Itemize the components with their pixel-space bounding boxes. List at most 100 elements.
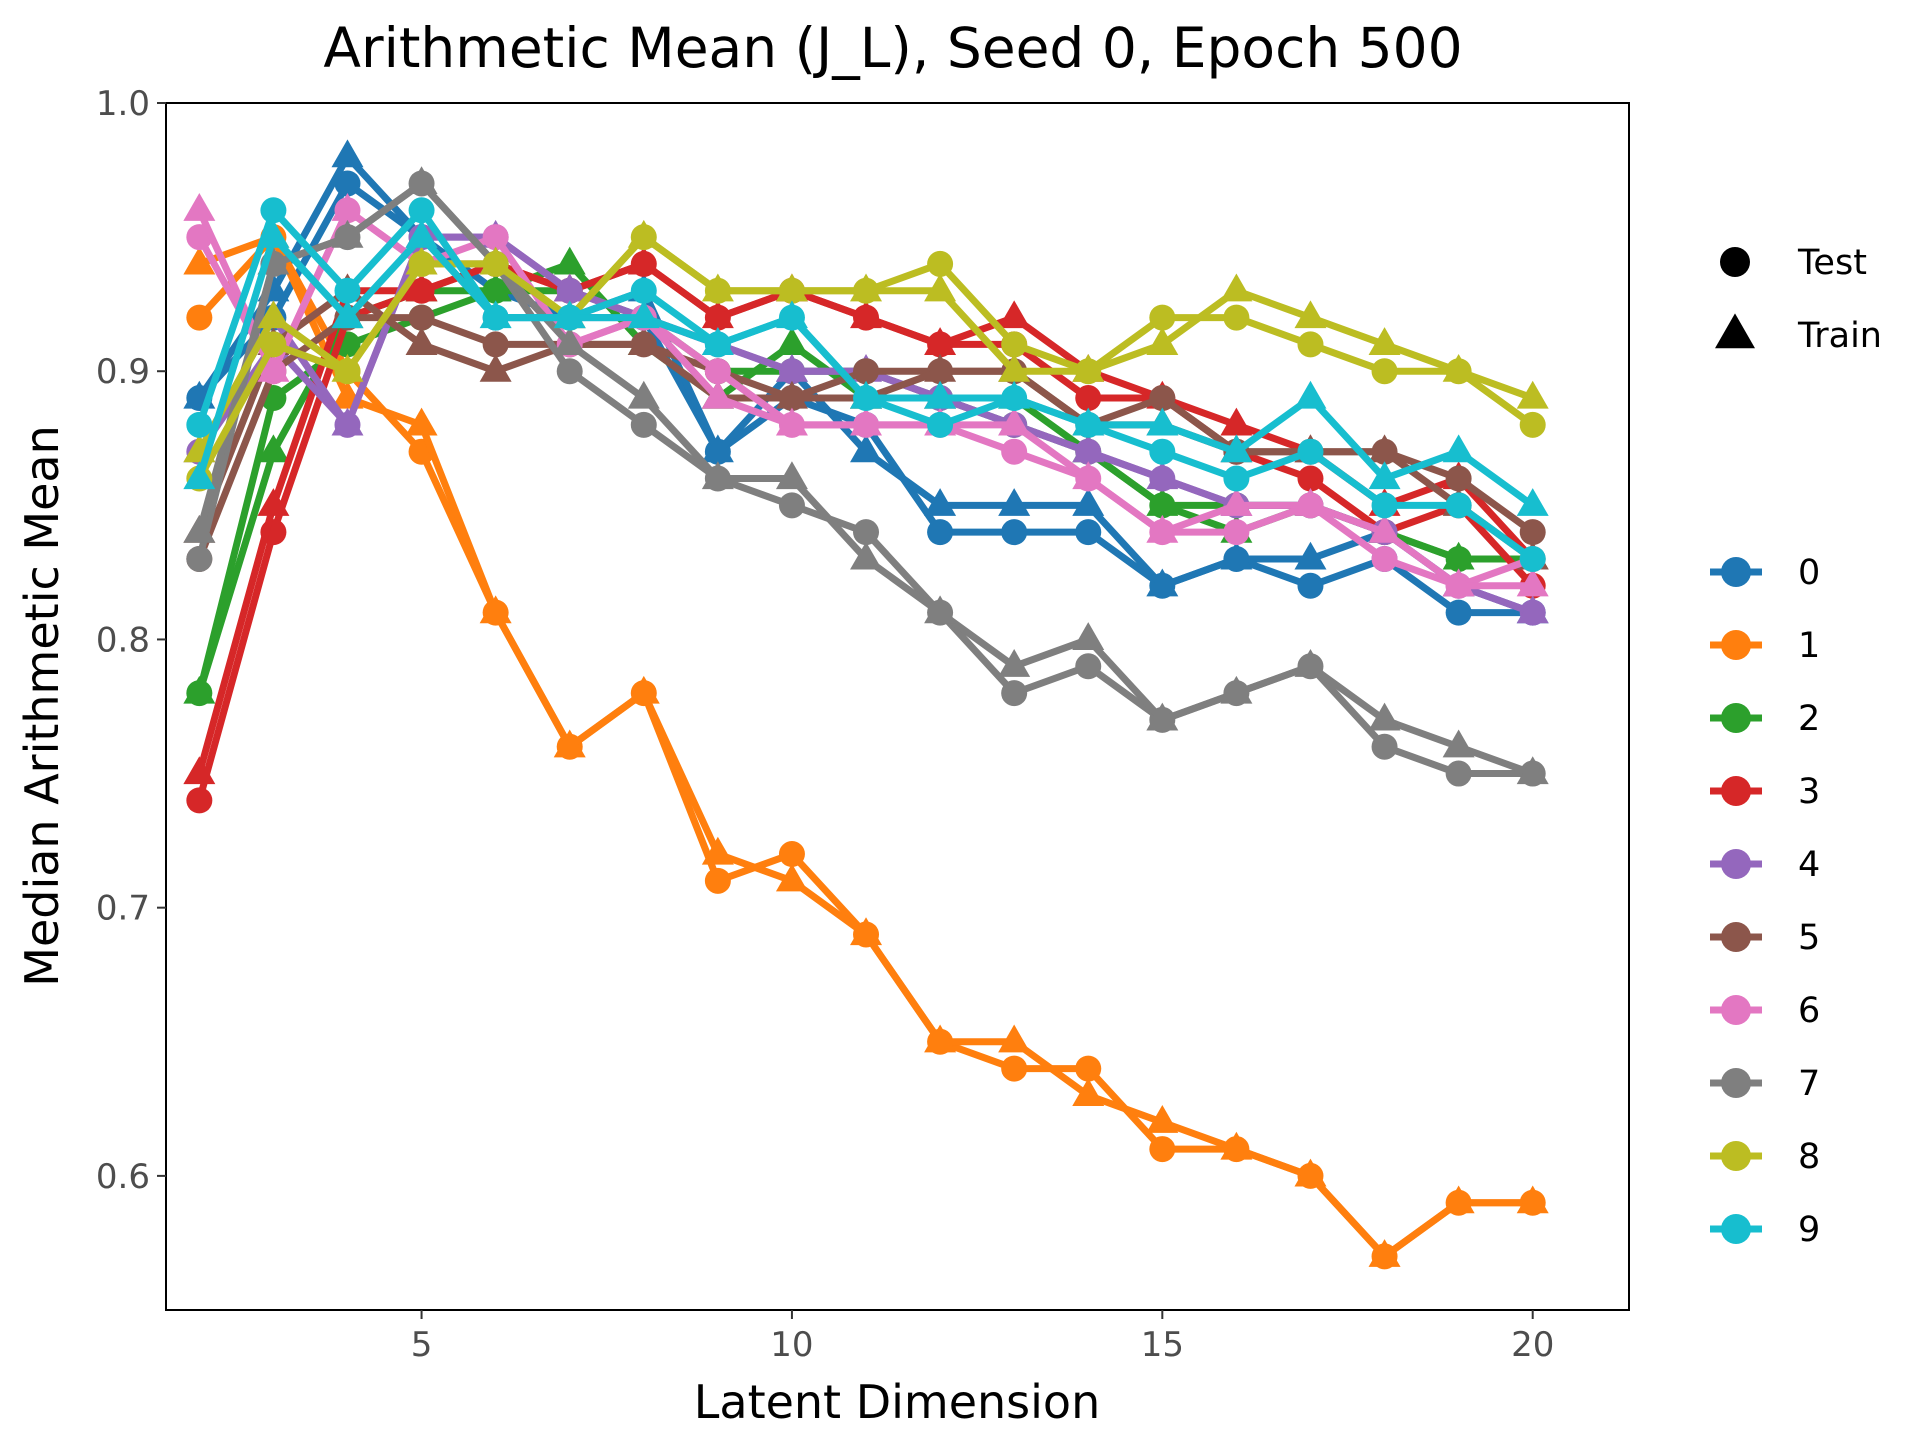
series-7-train-point — [1442, 729, 1475, 758]
x-axis-label: Latent Dimension — [694, 1375, 1100, 1429]
series-0-train-point — [850, 434, 883, 463]
series-8-test-point — [1001, 331, 1028, 358]
y-tick-label: 0.8 — [96, 620, 150, 660]
series-0-train-point — [1146, 568, 1179, 597]
legend-key-1-label: 1 — [1798, 626, 1820, 666]
series-6-train-point — [183, 193, 216, 221]
series-6-train-point — [998, 407, 1031, 436]
series-1-test-point — [1001, 1055, 1028, 1082]
series-1-train-point — [405, 407, 438, 436]
series-8-test-point — [260, 331, 287, 358]
series-3-test-point — [1297, 465, 1324, 492]
series-3-train-point — [627, 246, 660, 275]
series-7-test-point — [556, 358, 583, 385]
y-tick-label: 0.7 — [96, 889, 150, 929]
series-8-train-point — [331, 353, 364, 382]
y-axis: 0.6 0.7 0.8 0.9 1.0 — [96, 84, 166, 1197]
y-axis-label: Median Arithmetic Mean — [15, 425, 69, 986]
series-5-test-point — [1519, 519, 1546, 546]
x-tick-label: 20 — [1511, 1325, 1554, 1365]
series-1-train-point — [924, 1024, 957, 1053]
legend-key-5-marker — [1721, 922, 1751, 952]
x-tick-label: 10 — [770, 1325, 813, 1365]
series-8-train-point — [850, 273, 883, 302]
series-6-train-point — [1294, 488, 1327, 516]
series-9-test-point — [1445, 492, 1472, 519]
series-1-test-point — [186, 304, 213, 331]
legend-key-3-label: 3 — [1798, 772, 1820, 812]
series-7-train-point — [331, 219, 364, 248]
series-6-train-point — [1442, 568, 1475, 597]
series-6-train-point — [1072, 461, 1105, 490]
legend-color: 0 1 2 3 4 5 6 7 8 9 — [1710, 553, 1820, 1250]
series-5-train-point — [775, 380, 808, 409]
series-0-test-point — [1075, 519, 1102, 546]
series-3-test-point — [1075, 385, 1102, 412]
series-9-test-point — [1297, 438, 1324, 465]
y-tick-label: 1.0 — [96, 84, 150, 124]
series-9-train-point — [998, 380, 1031, 409]
x-tick-label: 15 — [1141, 1325, 1184, 1365]
series-8-train-point — [1368, 327, 1401, 355]
series-5-test-point — [1445, 465, 1472, 492]
legend-shape: Test Train — [1715, 243, 1882, 356]
series-9-test-point — [408, 197, 435, 224]
series-2-train-point — [257, 434, 290, 463]
series-6-test-point — [1371, 545, 1398, 572]
legend-test-label: Test — [1797, 243, 1867, 283]
series-8-train-point — [479, 246, 512, 275]
series-8-train-point — [1516, 380, 1549, 409]
y-tick-label: 0.6 — [96, 1157, 150, 1197]
legend-key-4-marker — [1721, 849, 1751, 879]
series-6-train-point — [1368, 514, 1401, 543]
series-9-train-point — [701, 327, 734, 355]
series-7-train-point — [850, 541, 883, 570]
series-1-test-point — [778, 841, 805, 868]
series-7-train-point — [1072, 622, 1105, 651]
series-9-train-point — [1368, 461, 1401, 490]
series-2-train-point — [479, 273, 512, 302]
series-8 — [183, 219, 1549, 492]
series-8-test-point — [927, 250, 954, 277]
series-7-train-point — [1516, 756, 1549, 785]
series-1-train-point — [479, 595, 512, 624]
series-7-train-point — [1368, 702, 1401, 731]
series-0-train-point — [1072, 488, 1105, 516]
series-9-test-point — [186, 411, 213, 438]
series-2-train-point — [183, 675, 216, 704]
series-7-train-point — [998, 649, 1031, 677]
series-2-train-point — [553, 246, 586, 275]
legend-key-9-marker — [1721, 1214, 1751, 1244]
series-8-train-point — [257, 300, 290, 329]
series-3-train-point — [701, 300, 734, 329]
series-8-test-point — [1297, 331, 1324, 358]
series-3-train-point — [1220, 407, 1253, 436]
series-6-test-point — [1001, 438, 1028, 465]
series-4-train-point — [331, 407, 364, 436]
series-9-train-point — [775, 300, 808, 329]
series-1-train-point — [553, 729, 586, 758]
series-1-train-point — [1146, 1104, 1179, 1133]
series-0-test-point — [334, 170, 361, 197]
series-3-test-point — [186, 787, 213, 814]
legend-key-6-marker — [1721, 995, 1751, 1025]
series-6-train-point — [850, 407, 883, 436]
series-9-train-point — [850, 380, 883, 409]
series-9-train-point — [183, 461, 216, 490]
series-9-test-point — [260, 197, 287, 224]
series-0-test-point — [1297, 572, 1324, 599]
series-7-test-point — [1445, 760, 1472, 787]
series-8-train-point — [1146, 327, 1179, 355]
series-1 — [183, 219, 1549, 1270]
series-7-train-point — [553, 327, 586, 355]
y-tick-label: 0.9 — [96, 352, 150, 392]
series-4-train-point — [1516, 595, 1549, 624]
series-1-train-point — [1516, 1185, 1549, 1214]
series-0-test-point — [1445, 599, 1472, 626]
series-9-train-point — [257, 219, 290, 248]
series-7-test-point — [630, 411, 657, 438]
legend-key-2-marker — [1721, 703, 1751, 733]
series-9-test-point — [1223, 465, 1250, 492]
series-8-train-point — [1072, 353, 1105, 382]
series-0-train-point — [1220, 541, 1253, 570]
